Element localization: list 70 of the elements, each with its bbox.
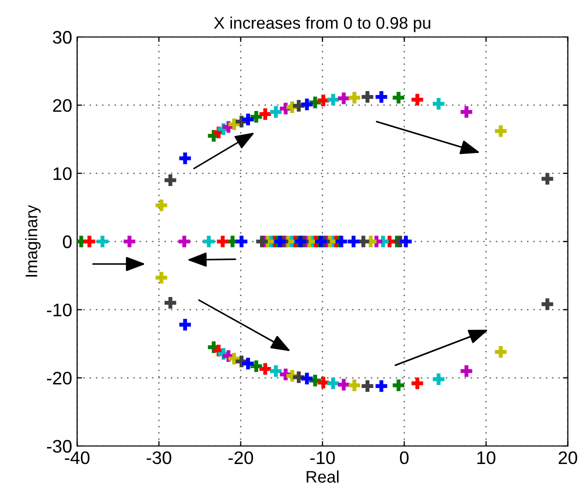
x-tick-label: -40 <box>64 451 90 464</box>
point <box>124 236 136 248</box>
point <box>432 98 444 110</box>
point <box>376 91 388 103</box>
x-axis-title: Real <box>306 470 339 483</box>
point <box>327 94 339 106</box>
x-tick-label: 20 <box>558 451 578 464</box>
point <box>400 236 412 248</box>
point <box>432 373 444 386</box>
point <box>236 236 248 248</box>
point <box>392 92 404 104</box>
point <box>362 91 374 103</box>
y-tick-label: -20 <box>46 372 72 385</box>
x-tick-label: 10 <box>477 451 496 464</box>
point <box>542 172 554 185</box>
point <box>256 236 268 248</box>
point <box>259 363 272 375</box>
point <box>358 236 370 248</box>
point <box>412 94 424 106</box>
point <box>494 346 507 358</box>
point <box>338 92 350 104</box>
point <box>164 297 176 309</box>
point <box>156 272 168 284</box>
y-tick-label: 30 <box>52 30 72 44</box>
x-tick-label: -20 <box>228 451 254 464</box>
point <box>315 236 327 248</box>
point <box>494 125 507 137</box>
point <box>460 365 472 377</box>
point <box>156 200 168 212</box>
point <box>216 236 229 248</box>
point <box>392 380 404 392</box>
point <box>242 358 254 370</box>
point <box>242 114 254 126</box>
point <box>460 106 472 118</box>
point <box>164 174 176 186</box>
point <box>362 380 374 392</box>
point <box>301 98 313 110</box>
point <box>542 298 554 310</box>
point <box>270 106 282 118</box>
point <box>178 236 190 248</box>
point <box>338 378 350 390</box>
point <box>179 318 191 330</box>
point <box>294 236 306 248</box>
point <box>96 236 108 248</box>
chart-title: X increases from 0 to 0.98 pu <box>214 16 430 32</box>
x-tick-label: -30 <box>146 451 172 464</box>
point <box>179 152 191 164</box>
point <box>327 377 339 390</box>
y-tick-label: 10 <box>54 167 72 180</box>
point <box>259 108 272 120</box>
point <box>348 380 360 392</box>
y-tick-label: 20 <box>53 99 72 112</box>
point <box>270 365 282 377</box>
x-tick-label: 0 <box>400 451 409 464</box>
point <box>84 236 96 248</box>
point <box>412 377 424 390</box>
point <box>274 236 286 248</box>
point <box>335 236 348 248</box>
point <box>317 94 330 106</box>
x-tick-label: -10 <box>310 451 335 464</box>
y-axis-title: Imaginary <box>25 204 41 277</box>
point <box>376 380 388 392</box>
point <box>202 236 215 248</box>
y-tick-label: -10 <box>46 304 72 316</box>
point <box>317 376 330 388</box>
point <box>301 372 313 384</box>
point <box>348 236 360 248</box>
y-tick-label: -30 <box>46 440 72 453</box>
point <box>348 92 360 104</box>
y-tick-label: 0 <box>62 235 72 248</box>
